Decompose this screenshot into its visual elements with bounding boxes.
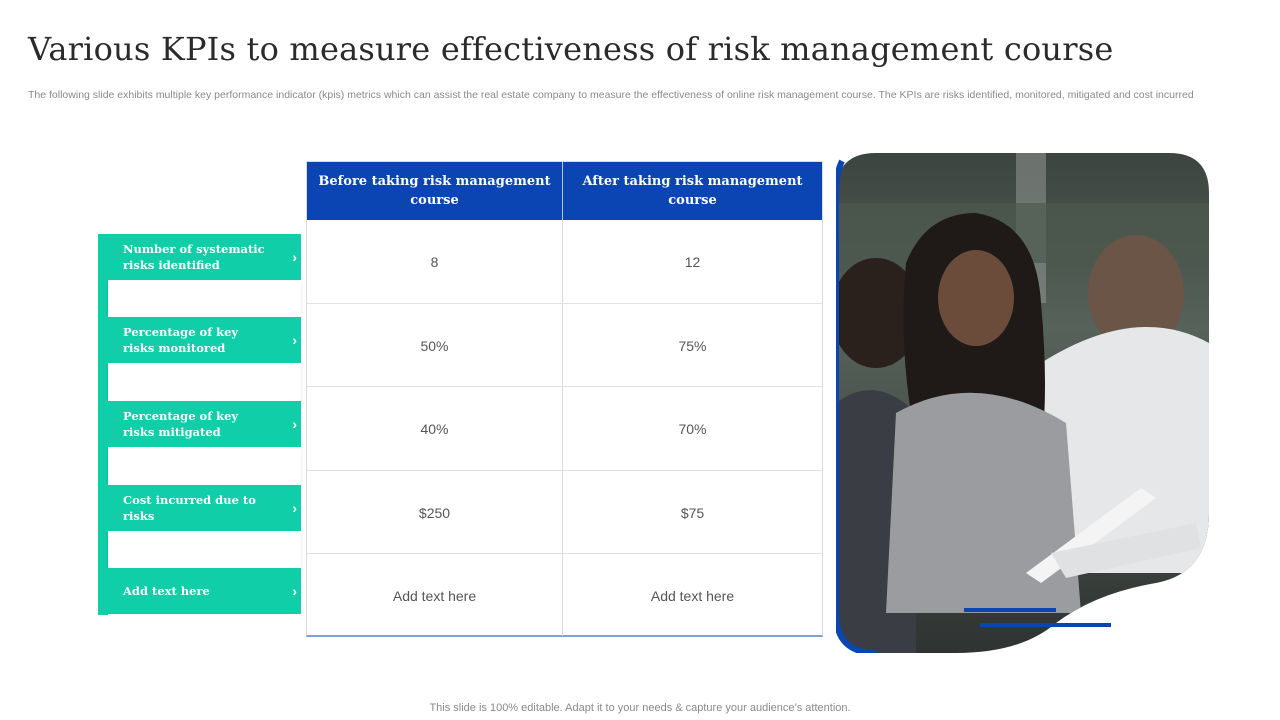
chevron-right-icon: › [292,416,297,432]
kpi-label-text: Cost incurred due to risks [123,493,256,523]
table-row: 50% 75% [307,303,822,386]
slide-subtitle: The following slide exhibits multiple ke… [28,89,1194,101]
kpi-label-risks-mitigated: Percentage of key risks mitigated › [98,401,301,447]
kpi-label-risks-identified: Number of systematic risks identified › [98,234,301,280]
table-row: 40% 70% [307,386,822,469]
table-row: $250 $75 [307,470,822,553]
kpi-label-risks-monitored: Percentage of key risks monitored › [98,317,301,363]
decorative-line [980,623,1111,627]
header-before: Before taking risk management course [318,174,551,208]
decorative-line [964,608,1056,612]
chevron-right-icon: › [292,249,297,265]
cell-before: Add text here [392,587,477,604]
table-row: 8 12 [307,220,822,303]
kpi-label-cost-incurred: Cost incurred due to risks › [98,485,301,531]
header-after: After taking risk management course [582,174,803,208]
chevron-right-icon: › [292,500,297,516]
cell-after: 75% [678,337,707,354]
kpi-label-text: Add text here [123,584,210,598]
cell-before: 40% [420,420,449,437]
table-row: Add text here Add text here [307,553,822,636]
kpi-label-text: Number of systematic risks identified [123,242,265,272]
kpi-label-spacer [108,280,301,318]
kpi-comparison-table: Before taking risk management course Aft… [306,161,823,637]
cell-before: 8 [430,253,439,270]
cell-after: 70% [678,420,707,437]
header-divider [562,162,563,220]
column-divider [562,220,563,636]
kpi-label-add-text: Add text here › [98,568,301,614]
team-photo [836,153,1209,653]
cell-before: $250 [418,504,451,521]
kpi-label-spacer [108,364,301,402]
cell-after: Add text here [650,587,735,604]
chevron-right-icon: › [292,583,297,599]
cell-before: 50% [420,337,449,354]
cell-after: 12 [684,253,701,270]
kpi-label-text: Percentage of key risks mitigated [123,409,239,439]
kpi-label-spacer [108,531,301,569]
chevron-right-icon: › [292,332,297,348]
slide-title: Various KPIs to measure effectiveness of… [28,30,1114,68]
slide-footer: This slide is 100% editable. Adapt it to… [429,702,851,714]
kpi-label-text: Percentage of key risks monitored [123,325,239,355]
cell-after: $75 [680,504,705,521]
kpi-label-spacer [108,447,301,485]
table-header: Before taking risk management course Aft… [307,162,822,220]
